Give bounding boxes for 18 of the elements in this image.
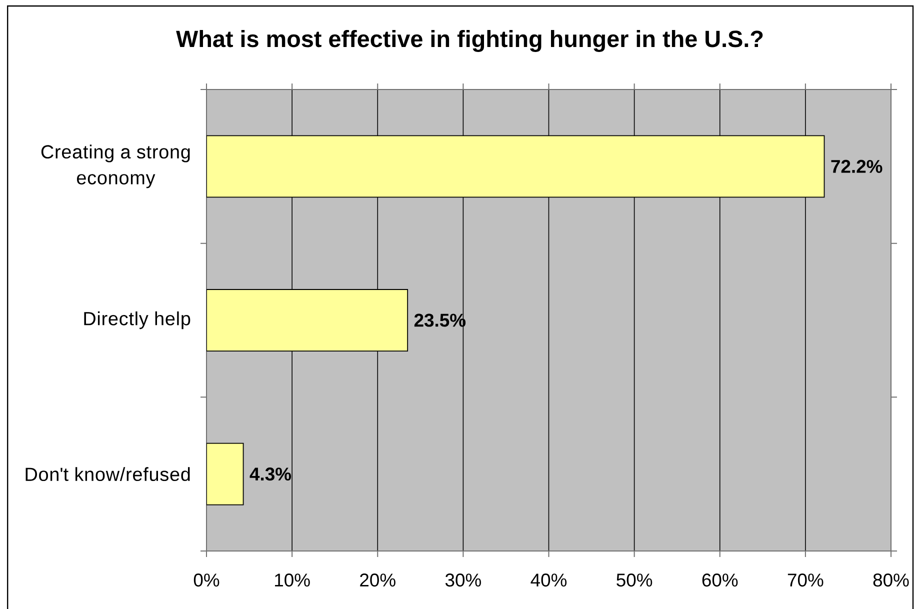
y-tick-label: Directly help [84,311,190,330]
y-tick-label: Creating a strong economy [41,144,190,188]
data-label: 4.3% [250,468,292,481]
x-tick-label: 40% [530,574,567,587]
chart-title: What is most effective in fighting hunger in the U.S.? [176,30,763,52]
x-tick-label: 0% [194,574,220,587]
x-tick-label: 30% [445,574,481,587]
bar [206,442,244,506]
data-label: 72.2% [831,160,882,173]
bar [206,289,408,352]
x-tick-label: 20% [360,574,396,587]
bar [206,135,825,198]
x-tick-label: 70% [788,574,824,587]
x-tick-label: 60% [702,574,738,587]
x-tick-label: 10% [275,574,310,587]
x-tick-label: 50% [616,574,652,587]
y-tick-label: Don't know/refused [26,467,190,482]
x-tick-label: 80% [873,574,909,587]
